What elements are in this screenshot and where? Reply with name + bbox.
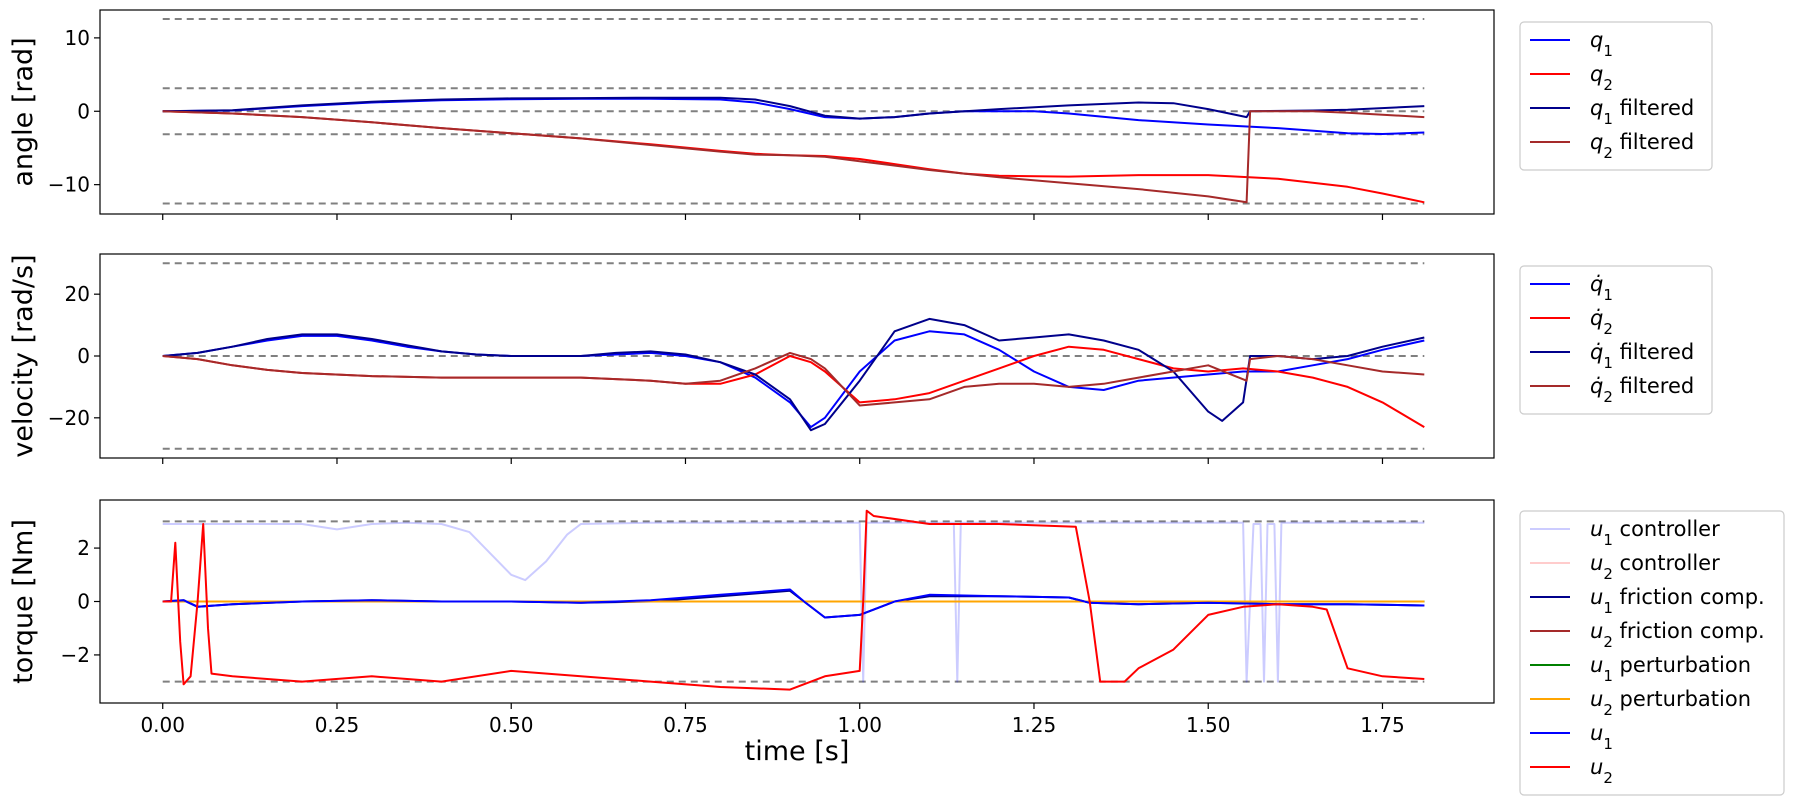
legend-item: u1 controller	[1530, 517, 1720, 549]
legend-item: q̇1	[1530, 272, 1613, 304]
x-tick-label: 1.50	[1186, 713, 1231, 737]
legend-item: q̇2 filtered	[1530, 374, 1694, 406]
legend-label: u2 controller	[1590, 551, 1720, 583]
legend-label: q̇2 filtered	[1590, 374, 1694, 406]
legend-item: u2	[1530, 755, 1613, 787]
legend-item: q̇2	[1530, 306, 1613, 338]
legend-item: u2 perturbation	[1530, 687, 1751, 719]
x-tick-label: 0.00	[140, 713, 185, 737]
y-axis-label: velocity [rad/s]	[8, 254, 39, 457]
plot-area	[162, 262, 1425, 450]
legend-label: q1	[1590, 28, 1613, 60]
legend-label: u2 perturbation	[1590, 687, 1751, 719]
x-tick-label: 1.75	[1360, 713, 1405, 737]
x-tick-label: 0.25	[315, 713, 360, 737]
legend-item: q1	[1530, 28, 1613, 60]
legend-label: q̇2	[1590, 306, 1613, 338]
x-tick-label: 1.00	[837, 713, 882, 737]
y-tick-label: −20	[48, 406, 90, 430]
series-line-u1controller	[162, 521, 1425, 683]
x-tick-label: 0.50	[489, 713, 534, 737]
legend-label: u2 friction comp.	[1590, 619, 1765, 651]
series-line-qdot1	[162, 330, 1425, 429]
series-line-qdot2	[162, 345, 1425, 428]
y-tick-label: 0	[77, 590, 90, 614]
legend-label: q̇1	[1590, 272, 1613, 304]
series-line-qdot1filtered	[162, 317, 1425, 432]
legend-item: q̇1 filtered	[1530, 340, 1694, 372]
legend-frame	[1519, 21, 1713, 171]
y-tick-label: 10	[65, 26, 90, 50]
legend-item: q2	[1530, 62, 1613, 94]
legend-frame	[1519, 265, 1713, 415]
legend-label: u1 friction comp.	[1590, 585, 1765, 617]
y-tick-label: 20	[65, 282, 90, 306]
legend-item: q1 filtered	[1530, 96, 1694, 128]
axes-frame	[99, 9, 1495, 215]
series-line-u1	[162, 588, 1425, 619]
y-tick-label: 0	[77, 99, 90, 123]
series-line-q1filtered	[162, 96, 1425, 120]
legend-label: q̇1 filtered	[1590, 340, 1694, 372]
x-tick-label: 1.25	[1012, 713, 1057, 737]
subplot-2: 20 0 −20 velocity [rad/s] q̇1q̇2q̇1 filtered…	[8, 253, 1713, 464]
plot-area	[162, 18, 1425, 205]
y-axis-label: torque [Nm]	[8, 519, 39, 684]
y-tick-label: 0	[77, 344, 90, 368]
legend-item: u2 controller	[1530, 551, 1720, 583]
series-line-u2	[162, 509, 1425, 691]
legend-item: u1 perturbation	[1530, 653, 1751, 685]
legend-label: u1 perturbation	[1590, 653, 1751, 685]
y-tick-label: 2	[77, 536, 90, 560]
y-tick-label: −2	[61, 643, 90, 667]
x-axis-label: time [s]	[745, 736, 850, 767]
series-line-q2filtered	[162, 110, 1425, 204]
legend-label: u1	[1590, 721, 1613, 753]
legend-frame	[1519, 510, 1785, 796]
legend-label: u2	[1590, 755, 1613, 787]
legend-item: q2 filtered	[1530, 130, 1694, 162]
legend-label: q2 filtered	[1590, 130, 1694, 162]
x-tick-label: 0.75	[663, 713, 708, 737]
y-tick-label: −10	[48, 173, 90, 197]
legend-item: u1 friction comp.	[1530, 585, 1765, 617]
legend-label: q2	[1590, 62, 1613, 94]
plot-area	[162, 509, 1425, 691]
legend-label: u1 controller	[1590, 517, 1720, 549]
y-axis-label: angle [rad]	[8, 37, 39, 186]
subplot-3: 2 0 −2 0.00 0.25 0.50 0.75 1.00 1.25 1.50 1.75 torq…	[8, 499, 1785, 796]
legend-item: u2 friction comp.	[1530, 619, 1765, 651]
series-line-qdot2filtered	[162, 351, 1425, 407]
legend-label: q1 filtered	[1590, 96, 1694, 128]
series-line-q1	[162, 97, 1425, 135]
legend-item: u1	[1530, 721, 1613, 753]
